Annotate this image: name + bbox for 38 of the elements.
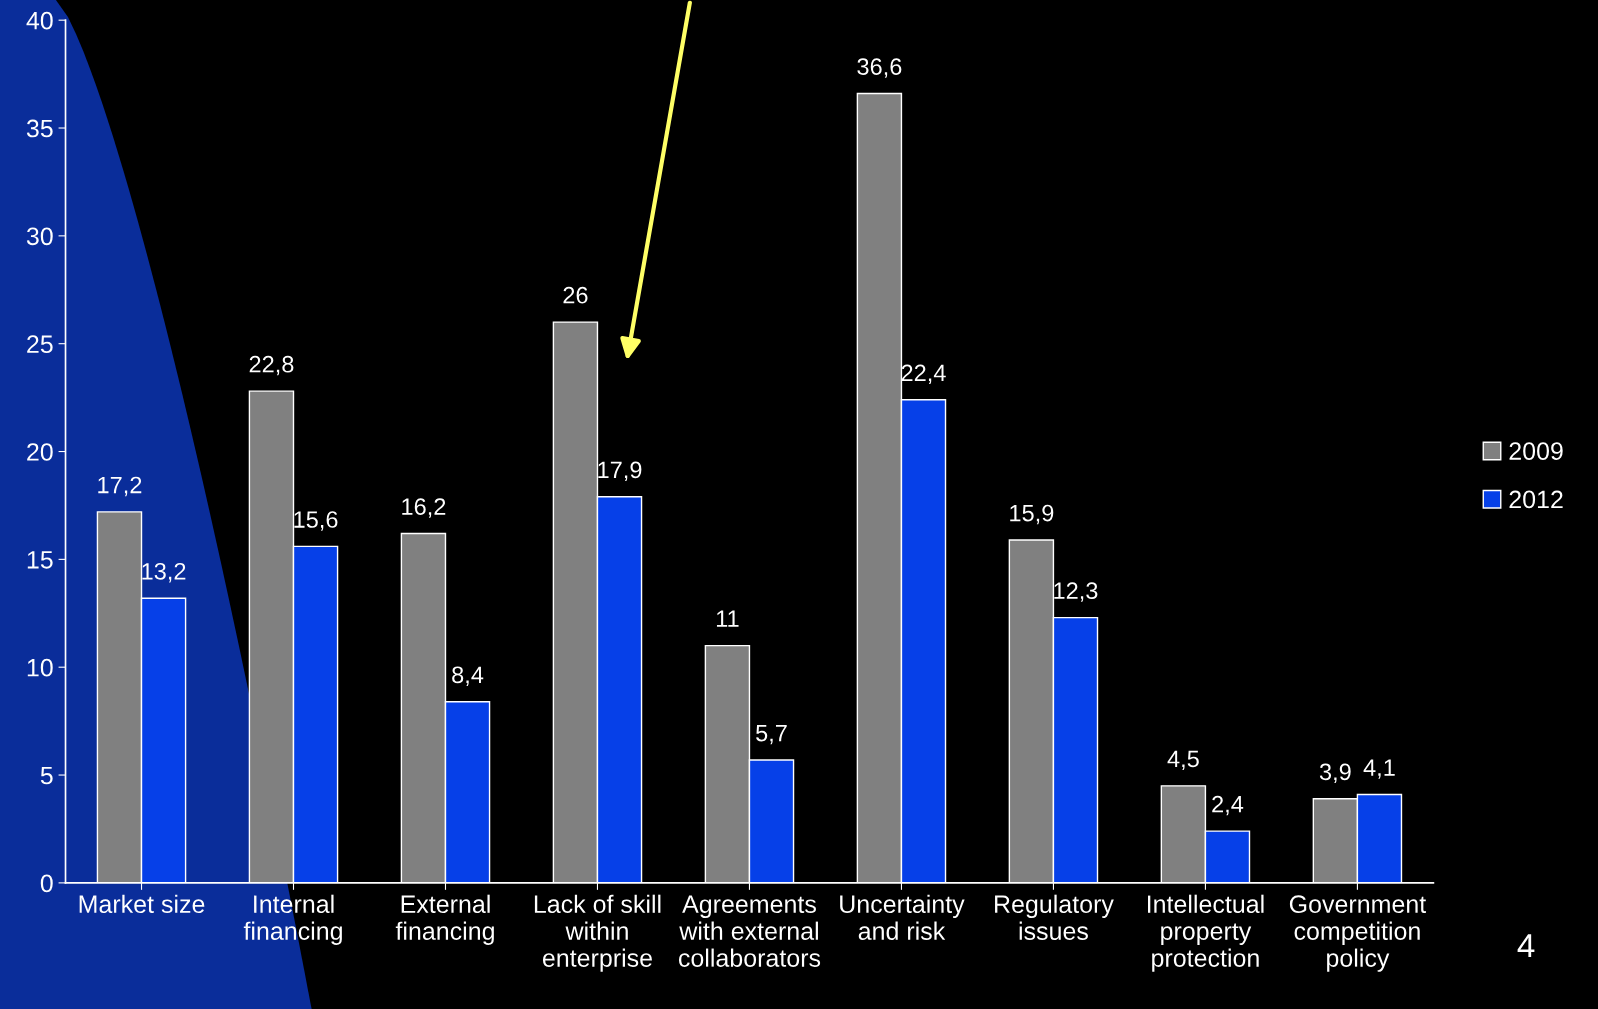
data-label: 16,2 <box>402 498 446 518</box>
data-label: 26 <box>563 286 588 304</box>
data-label: 3,9 <box>1319 763 1351 783</box>
x-tick-label: Agreements with external collaborators <box>678 895 821 967</box>
data-label: 12,3 <box>1054 582 1098 602</box>
data-label: 36,6 <box>857 58 902 78</box>
y-tick-label: 0 <box>40 874 53 893</box>
legend-label: 2009 <box>1509 442 1563 460</box>
x-tick-label: Government competition policy <box>1289 895 1427 972</box>
y-tick-label: 40 <box>26 11 53 30</box>
y-tick-label: 35 <box>26 119 53 138</box>
x-tick-label: Market size <box>79 894 205 914</box>
y-tick-label: 5 <box>40 766 53 785</box>
data-label: 22,4 <box>901 364 946 384</box>
y-tick-label: 20 <box>27 443 53 461</box>
x-tick-label: Regulatory issues <box>995 894 1114 940</box>
data-label: 4,1 <box>1363 759 1395 779</box>
y-tick-label: 25 <box>27 335 53 353</box>
data-label: 13,2 <box>142 562 186 583</box>
y-tick-label: 15 <box>27 551 53 569</box>
data-label: 15,6 <box>294 511 338 531</box>
legend-label: 2012 <box>1509 490 1563 509</box>
x-tick-label: Lack of skill within enterprise <box>534 894 661 972</box>
data-label: 8,4 <box>452 666 484 686</box>
y-tick-label: 30 <box>26 227 53 246</box>
data-label: 15,9 <box>1010 504 1054 525</box>
text: 4 <box>1517 934 1535 958</box>
x-tick-label: Uncertainty and risk <box>840 894 965 940</box>
data-label: 4,5 <box>1167 750 1199 771</box>
data-label: 17,2 <box>98 476 142 497</box>
x-tick-label: External financing <box>395 894 494 945</box>
x-tick-label: Intellectual property protection <box>1147 894 1264 972</box>
data-label: 17,9 <box>598 461 642 482</box>
data-label: 22,8 <box>249 355 294 376</box>
data-label: 11 <box>716 610 739 627</box>
data-label: 2,4 <box>1212 795 1244 816</box>
y-tick-label: 10 <box>27 658 53 677</box>
data-label: 5,7 <box>756 724 787 745</box>
